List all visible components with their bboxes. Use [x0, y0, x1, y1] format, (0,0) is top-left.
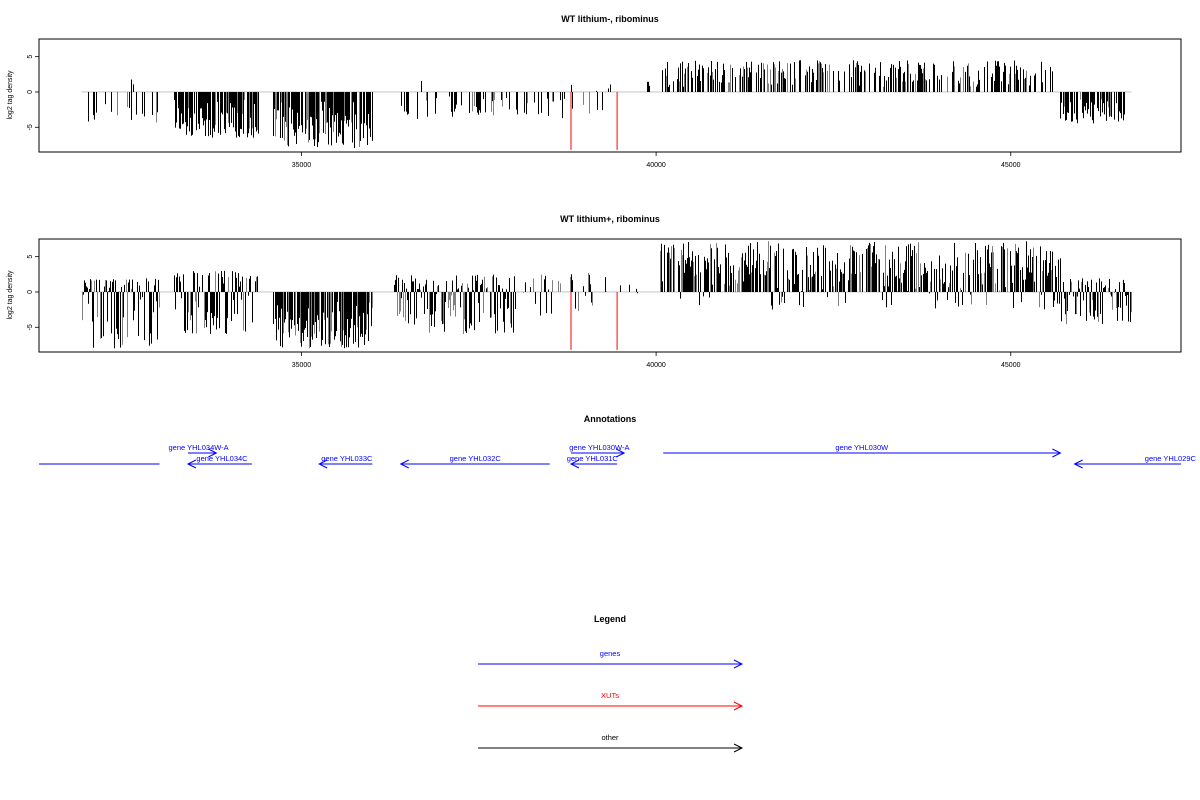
arrow-head: [615, 448, 626, 458]
density-bars: [81, 60, 1132, 149]
legend-label: genes: [600, 649, 621, 658]
gene-label: gene YHL033C: [321, 454, 373, 463]
plot-frame: [38, 38, 1182, 153]
y-axis: -5 0 5: [27, 55, 39, 130]
panel-title: WT lithium+, ribominus: [560, 214, 660, 224]
arrow-head: [1073, 459, 1083, 469]
density-bars: [81, 241, 1132, 349]
xut-markers: [570, 91, 618, 150]
gene-arrow: gene YHL030W-A: [569, 443, 629, 458]
y-tick-label: 0: [27, 290, 34, 294]
arrow-head: [318, 459, 328, 469]
gene-arrow: gene YHL030W: [663, 443, 1062, 458]
y-tick-label: 0: [27, 90, 34, 94]
legend-label: XUTs: [601, 691, 619, 700]
gene-label: gene YHL034C: [196, 454, 248, 463]
x-axis: 35000 40000 45000: [292, 152, 1021, 169]
legend-arrow-head: [733, 701, 744, 711]
y-tick-label: 5: [27, 55, 34, 59]
annotations-title: Annotations: [584, 414, 637, 424]
arrow-head: [1052, 448, 1062, 458]
gene-arrow: gene YHL034W-A: [169, 443, 229, 458]
xut-markers: [570, 291, 618, 350]
gene-label: gene YHL034W-A: [169, 443, 229, 452]
legend-item: XUTs: [478, 691, 744, 711]
arrow-head: [399, 459, 409, 469]
gene-label: gene YHL030W-A: [569, 443, 629, 452]
density-panel-lithium-plus: WT lithium+, ribominus log2 tag density …: [7, 214, 1182, 369]
legend: Legend genes XUTs other: [478, 614, 744, 753]
gene-arrow: gene YHL034C: [186, 454, 252, 469]
legend-title: Legend: [594, 614, 626, 624]
x-tick-label: 35000: [292, 162, 312, 169]
x-tick-label: 35000: [292, 362, 312, 369]
gene-arrow: gene YHL031C: [567, 454, 619, 469]
gene-label: gene YHL031C: [567, 454, 619, 463]
x-tick-label: 40000: [646, 162, 666, 169]
x-tick-label: 45000: [1001, 362, 1021, 369]
gene-arrow: gene YHL032C: [399, 454, 550, 469]
gene-label: gene YHL030W: [835, 443, 889, 452]
plot-frame: [38, 238, 1182, 353]
legend-arrow-head: [733, 743, 744, 753]
gene-label: gene YHL032C: [450, 454, 502, 463]
gene-arrows: gene YHL034W-A gene YHL034C gene YHL033C ge…: [39, 443, 1197, 469]
legend-label: other: [601, 733, 619, 742]
gene-label: gene YHL029C: [1145, 454, 1197, 463]
legend-items: genes XUTs other: [478, 649, 744, 753]
legend-item: genes: [478, 649, 744, 669]
arrow-head: [208, 448, 218, 458]
legend-arrow-head: [733, 659, 744, 669]
x-tick-label: 40000: [646, 362, 666, 369]
density-panel-lithium-minus: WT lithium-, ribominus log2 tag density …: [7, 14, 1182, 169]
arrow-head: [186, 459, 197, 469]
gene-arrow: gene YHL033C: [318, 454, 373, 469]
x-axis: 35000 40000 45000: [292, 352, 1021, 369]
y-tick-label: 5: [27, 255, 34, 259]
panel-title: WT lithium-, ribominus: [561, 14, 659, 24]
y-axis-label: log2 tag density: [7, 70, 14, 120]
y-tick-label: -5: [27, 324, 34, 330]
arrow-head: [569, 459, 580, 469]
gene-arrow: gene YHL029C: [1073, 454, 1197, 469]
y-axis: -5 0 5: [27, 255, 39, 330]
y-axis-label: log2 tag density: [7, 270, 14, 320]
y-tick-label: -5: [27, 124, 34, 130]
legend-item: other: [478, 733, 744, 753]
x-tick-label: 45000: [1001, 162, 1021, 169]
